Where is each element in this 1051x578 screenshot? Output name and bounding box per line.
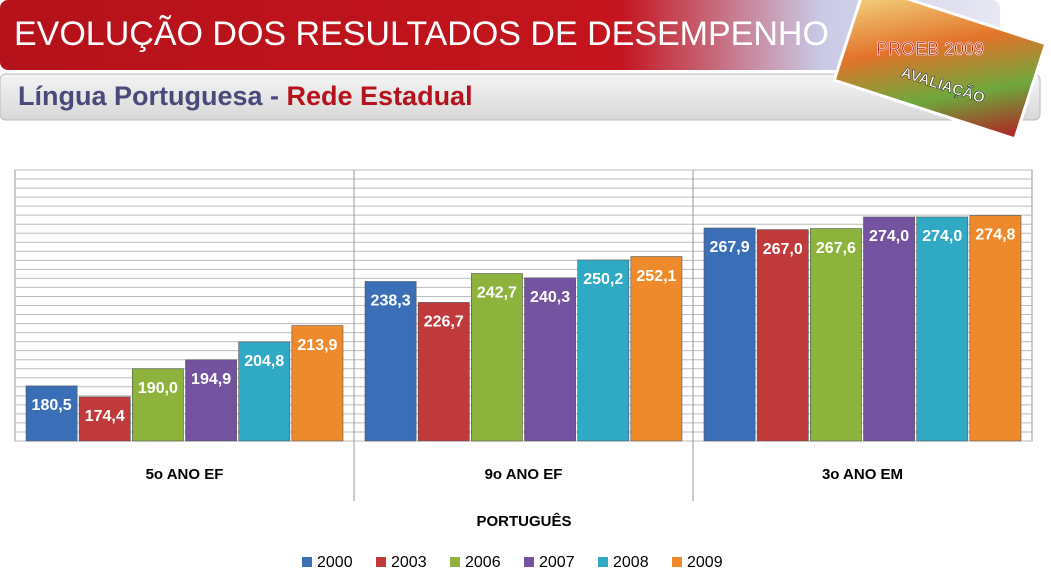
subtitle: Língua Portuguesa - Rede Estadual [18,81,473,111]
data-label: 226,7 [424,314,464,331]
x-tick-label: 9o ANO EF [485,466,563,483]
bar [524,277,576,442]
bar [756,229,809,442]
bar [969,215,1022,442]
legend-swatch [450,557,460,567]
subtitle-prefix: Língua Portuguesa - [18,81,287,111]
bar [810,228,862,442]
bar [78,396,131,442]
data-label: 252,1 [636,268,676,285]
legend-label: 2000 [317,554,353,571]
legend-swatch [598,557,608,567]
x-tick-label: 3o ANO EM [822,466,903,483]
subtitle-highlight: Rede Estadual [287,81,473,111]
bar [916,216,969,442]
data-label: 250,2 [583,271,623,288]
bar [577,259,630,442]
bar [364,281,417,442]
data-label: 267,0 [763,241,803,258]
logo: PROEB 2009 AVALIAÇÃO [832,0,1048,141]
logo-box [832,0,1048,141]
legend-label: 2009 [687,554,723,571]
legend-label: 2006 [465,554,501,571]
data-label: 213,9 [297,337,337,354]
data-label: 194,9 [191,371,231,388]
legend-label: 2003 [391,554,427,571]
bar [630,256,683,442]
data-label: 242,7 [477,285,517,302]
data-label: 267,9 [710,239,750,256]
data-label: 174,4 [85,408,125,425]
data-label: 274,0 [869,228,909,245]
subtitle-bar [0,73,1041,121]
data-label: 204,8 [244,353,284,370]
legend-swatch [672,557,682,567]
bar [25,385,78,442]
legend-label: 2008 [613,554,649,571]
data-label: 190,0 [138,380,178,397]
data-label: 267,6 [816,240,856,257]
data-label: 274,8 [975,227,1015,244]
bar [132,368,184,442]
data-label: 238,3 [371,293,411,310]
bar [863,216,915,442]
x-axis-title: PORTUGUÊS [476,512,571,530]
x-tick-label: 5o ANO EF [146,466,224,483]
bar [291,325,344,442]
data-label: 240,3 [530,289,570,306]
page-title: EVOLUÇÃO DOS RESULTADOS DE DESEMPENHO [14,15,829,53]
bar [185,359,237,442]
logo-title: PROEB 2009 [876,39,984,59]
bar [471,273,523,442]
data-label: 274,0 [922,228,962,245]
legend-label: 2007 [539,554,575,571]
legend-swatch [524,557,534,567]
bar [703,227,756,442]
bar [238,341,291,442]
bar [417,302,470,442]
legend-swatch [376,557,386,567]
legend-swatch [302,557,312,567]
data-label: 180,5 [32,397,72,414]
title-bar [0,0,1000,70]
